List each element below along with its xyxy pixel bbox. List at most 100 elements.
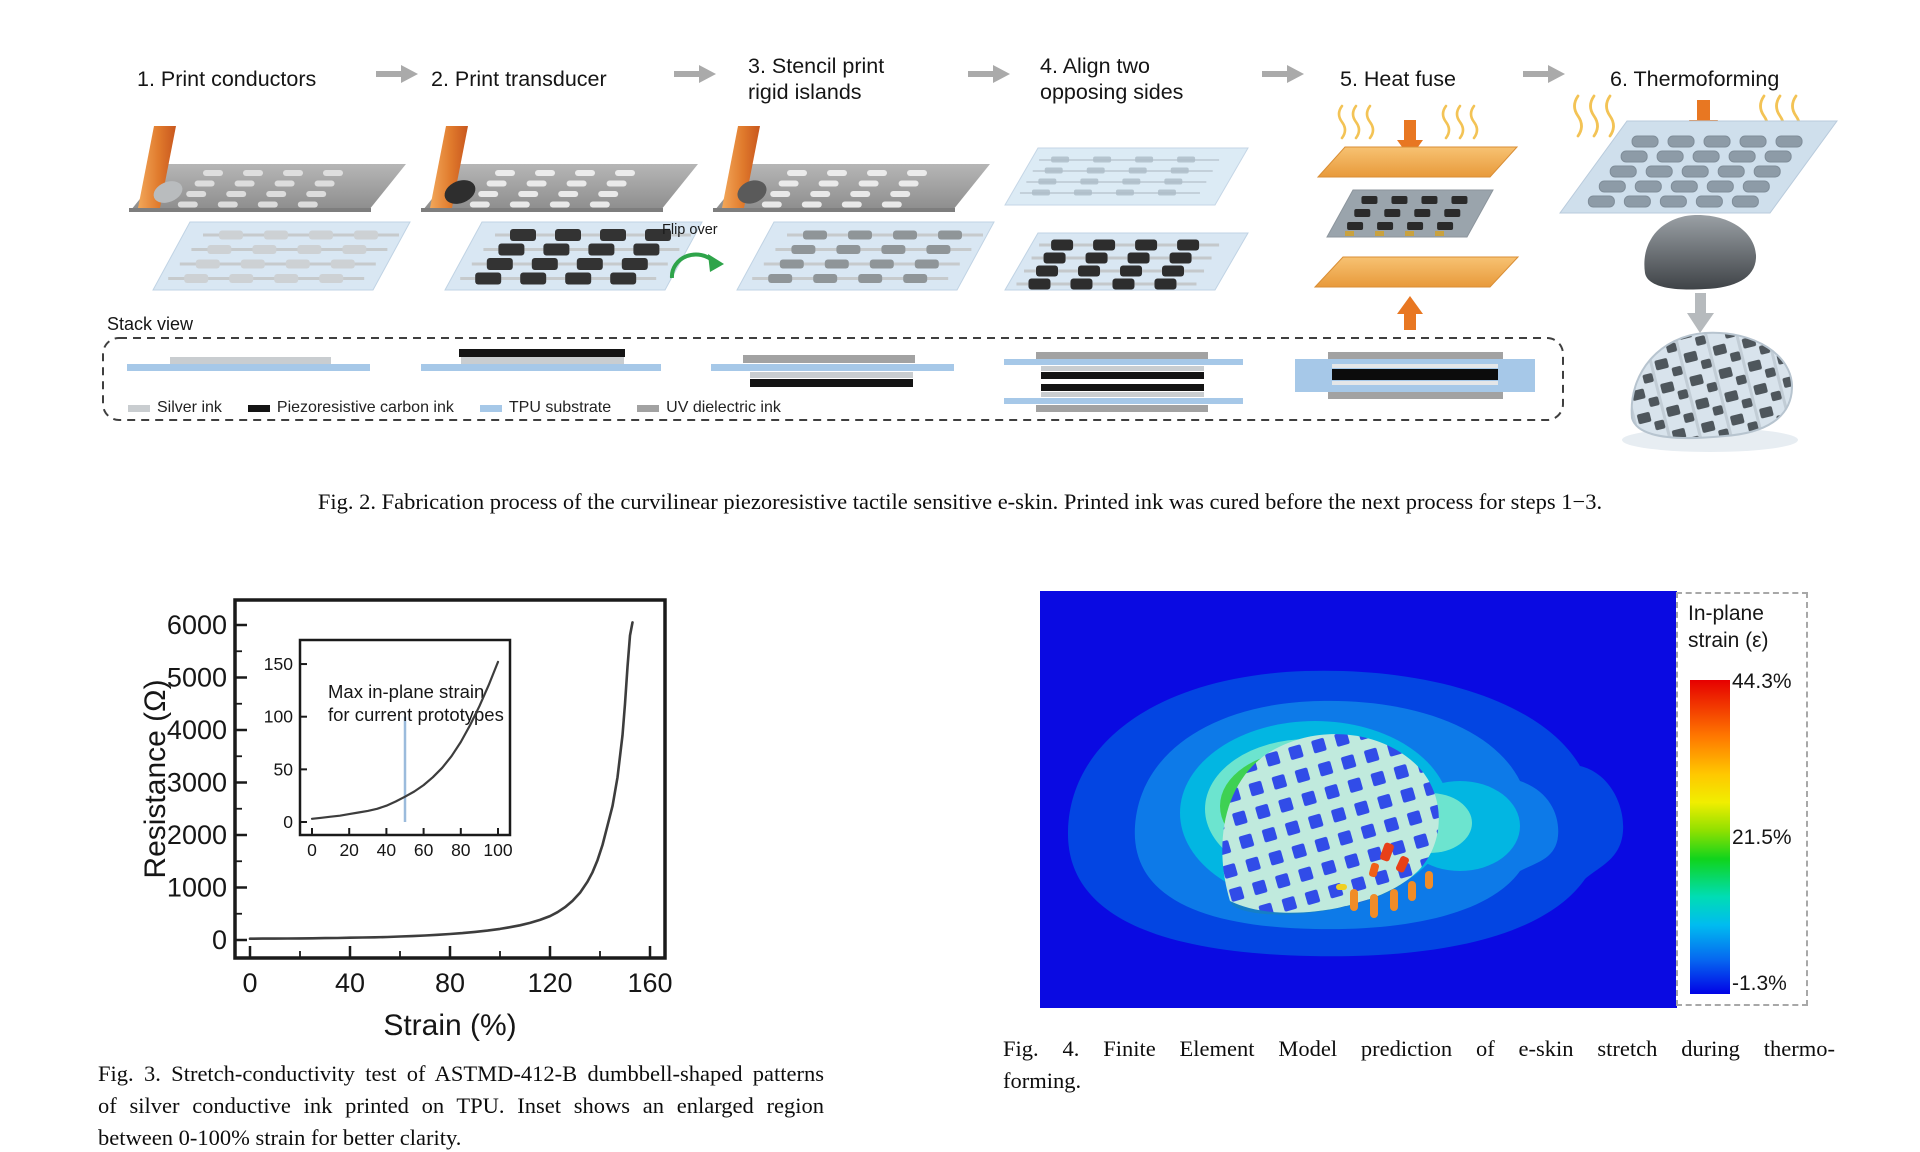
y-tick-label: 5000 xyxy=(167,663,227,693)
x-axis-title: Strain (%) xyxy=(383,1009,516,1042)
resistance-strain-chart: 0 40 80 120 1600100020003000400050006000Stra… xyxy=(139,598,673,1042)
inset-x-tick-label: 20 xyxy=(339,840,359,860)
y-tick-label: 2000 xyxy=(167,820,227,850)
printed-carbon-pattern xyxy=(460,229,691,285)
squeegee-blade xyxy=(430,126,468,208)
lower-sheet-pattern xyxy=(1016,239,1220,290)
plate-edge xyxy=(129,208,371,212)
press-up-arrow-icon xyxy=(1397,296,1423,330)
thermoformed-eskin xyxy=(1622,331,1798,452)
printed-silver-pattern xyxy=(168,230,399,283)
fem-strain-contour-image xyxy=(1040,591,1677,1008)
stack-3-flipped-with-dielectric xyxy=(711,355,954,387)
legend-item-silver-ink: Silver ink xyxy=(128,399,222,417)
step-3-title: 3. Stencil print rigid islands xyxy=(748,54,885,104)
x-tick-label: 80 xyxy=(435,968,465,998)
squeegee-blade xyxy=(138,126,176,208)
stack-view-border xyxy=(102,337,1564,421)
stack-1-silver-on-tpu xyxy=(127,357,370,371)
step-6-thermoforming-illustration xyxy=(1559,94,1838,452)
step-5-heat-fuse-illustration xyxy=(1313,104,1520,330)
ink-roll xyxy=(153,181,183,203)
step-1-title: 1. Print conductors xyxy=(137,67,317,91)
step-5-title: 5. Heat fuse xyxy=(1340,67,1456,91)
arrow-right-icon xyxy=(1262,65,1304,83)
eskin-dome-mesh xyxy=(1222,734,1439,915)
uv-dielectric-swatch xyxy=(637,404,660,412)
arrow-right-icon xyxy=(376,65,418,83)
tpu-sheet xyxy=(444,221,703,291)
silver-ink-swatch xyxy=(128,404,150,412)
y-tick-label: 1000 xyxy=(167,873,227,903)
tpu-sheet xyxy=(736,221,995,291)
inset-x-tick-label: 80 xyxy=(451,840,471,860)
colorbar-title: In-plane strain (ε) xyxy=(1688,602,1769,652)
x-tick-label: 160 xyxy=(627,968,672,998)
ink-roll xyxy=(737,180,767,204)
fem-colorbar-legend: In-plane strain (ε) 44.3% 21.5% -1.3% xyxy=(1676,592,1808,1006)
colorbar-min-label: -1.3% xyxy=(1732,972,1787,995)
stack-view-label: Stack view xyxy=(107,314,194,334)
upper-sheet xyxy=(1004,147,1249,206)
step-2-print-transducer-illustration xyxy=(421,126,703,291)
legend-item-tpu: TPU substrate xyxy=(479,399,611,417)
step-3-stencil-print-illustration xyxy=(713,126,995,291)
inset-y-tick-label: 50 xyxy=(274,759,294,779)
y-tick-label: 6000 xyxy=(167,610,227,640)
plate-edge xyxy=(713,208,955,212)
down-arrow-icon xyxy=(1687,293,1714,333)
inset-y-tick-label: 100 xyxy=(264,707,293,727)
y-tick-label: 0 xyxy=(212,925,227,955)
fused-sheet-pads xyxy=(1345,196,1468,236)
inset-y-tick-label: 0 xyxy=(283,812,293,832)
inset-x-tick-label: 60 xyxy=(414,840,434,860)
stack-2-carbon-on-silver xyxy=(421,349,661,371)
upper-sheet-pattern xyxy=(1019,156,1220,196)
flip-over-label: Flip over xyxy=(662,222,718,238)
step-2-title: 2. Print transducer xyxy=(431,67,607,91)
hot-plate-top xyxy=(1316,146,1519,178)
ink-roll xyxy=(444,180,476,204)
tpu-swatch xyxy=(479,404,502,412)
mold-dome xyxy=(1644,214,1757,290)
legend-item-uv-dielectric: UV dielectric ink xyxy=(637,399,781,417)
plate-pad-grid xyxy=(469,170,635,208)
figure-4-caption: Fig. 4. Finite Element Model prediction … xyxy=(1003,1036,1835,1093)
inset-x-tick-label: 100 xyxy=(483,840,512,860)
step-1-print-conductors-illustration xyxy=(129,126,411,291)
high-strain-spots xyxy=(1336,842,1433,918)
plate-pad-grid xyxy=(761,170,927,208)
tpu-sheet xyxy=(152,221,411,291)
figure-2-caption: Fig. 2. Fabrication process of the curvi… xyxy=(317,489,1603,514)
step-4-align-illustration xyxy=(1004,147,1249,291)
step-4-title: 4. Align two opposing sides xyxy=(1040,54,1184,104)
arrow-right-icon xyxy=(674,65,716,83)
carbon-ink-swatch xyxy=(247,404,270,412)
resistance-curve xyxy=(248,621,634,941)
material-legend: Silver ink Piezoresistive carbon ink TPU… xyxy=(128,399,781,417)
hot-plate-bottom xyxy=(1313,256,1520,288)
step-6-title: 6. Thermoforming xyxy=(1610,67,1780,91)
x-tick-label: 40 xyxy=(335,968,365,998)
y-tick-label: 4000 xyxy=(167,715,227,745)
transducer-bumps xyxy=(1587,135,1803,208)
plate-pad-grid xyxy=(177,170,343,208)
stack-4-two-opposing-sheets xyxy=(1004,352,1243,412)
squeegee-blade xyxy=(722,126,760,208)
y-tick-label: 3000 xyxy=(167,768,227,798)
arrow-right-icon xyxy=(1523,65,1565,83)
inset-annotation: Max in-plane strain xyxy=(328,681,484,702)
colorbar-mid-label: 21.5% xyxy=(1732,826,1792,849)
stack-5-heat-fused xyxy=(1295,352,1535,399)
colorbar-max-label: 44.3% xyxy=(1732,670,1792,693)
inset-x-tick-label: 0 xyxy=(307,840,317,860)
legend-item-carbon-ink: Piezoresistive carbon ink xyxy=(247,399,454,417)
x-tick-label: 120 xyxy=(527,968,572,998)
heat-waves-icon xyxy=(1337,104,1479,140)
flip-over-arrow-icon xyxy=(669,252,724,279)
inset-x-tick-label: 40 xyxy=(377,840,397,860)
stack-view-diagram: Stack view xyxy=(102,314,1564,421)
inset-y-tick-label: 150 xyxy=(264,654,293,674)
inset-resistance-curve xyxy=(310,660,500,820)
